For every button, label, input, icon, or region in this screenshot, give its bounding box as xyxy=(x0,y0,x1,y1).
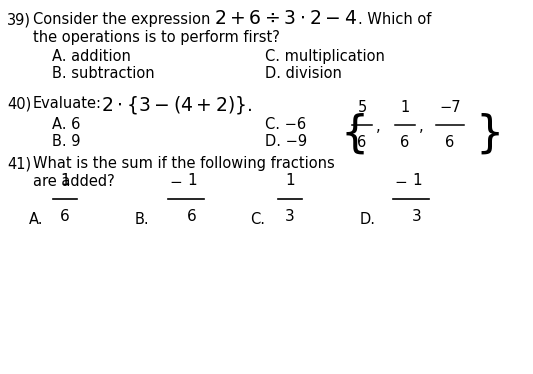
Text: 6: 6 xyxy=(357,135,367,150)
Text: D.: D. xyxy=(360,212,376,227)
Text: 6: 6 xyxy=(400,135,410,150)
Text: Consider the expression: Consider the expression xyxy=(33,12,211,27)
Text: A. addition: A. addition xyxy=(52,49,131,64)
Text: 3: 3 xyxy=(285,209,295,224)
Text: C. multiplication: C. multiplication xyxy=(265,49,385,64)
Text: ,: , xyxy=(419,119,423,134)
Text: 1: 1 xyxy=(60,173,70,188)
Text: B. subtraction: B. subtraction xyxy=(52,66,155,81)
Text: 6: 6 xyxy=(187,209,197,224)
Text: 3: 3 xyxy=(412,209,422,224)
Text: Evaluate:: Evaluate: xyxy=(33,96,102,111)
Text: C.: C. xyxy=(250,212,265,227)
Text: −: − xyxy=(169,175,182,190)
Text: 5: 5 xyxy=(357,100,367,115)
Text: 1: 1 xyxy=(285,173,295,188)
Text: {: { xyxy=(340,113,368,156)
Text: 39): 39) xyxy=(7,12,31,27)
Text: ,: , xyxy=(376,119,381,134)
Text: 40): 40) xyxy=(7,96,31,111)
Text: 6: 6 xyxy=(446,135,455,150)
Text: D. division: D. division xyxy=(265,66,342,81)
Text: B.: B. xyxy=(135,212,150,227)
Text: the operations is to perform first?: the operations is to perform first? xyxy=(33,30,280,45)
Text: C. −6: C. −6 xyxy=(265,117,306,132)
Text: $2+6\div3\cdot2-4$: $2+6\div3\cdot2-4$ xyxy=(214,9,357,28)
Text: A.: A. xyxy=(29,212,44,227)
Text: D. −9: D. −9 xyxy=(265,134,307,149)
Text: 1: 1 xyxy=(412,173,422,188)
Text: are added?: are added? xyxy=(33,174,115,189)
Text: 41): 41) xyxy=(7,156,31,171)
Text: B. 9: B. 9 xyxy=(52,134,80,149)
Text: −: − xyxy=(394,175,407,190)
Text: 1: 1 xyxy=(400,100,410,115)
Text: $2\cdot\{3-(4+2)\}$.: $2\cdot\{3-(4+2)\}$. xyxy=(101,94,253,116)
Text: 6: 6 xyxy=(60,209,70,224)
Text: What is the sum if the following fractions: What is the sum if the following fractio… xyxy=(33,156,335,171)
Text: 1: 1 xyxy=(187,173,197,188)
Text: −7: −7 xyxy=(439,100,461,115)
Text: . Which of: . Which of xyxy=(358,12,431,27)
Text: A. 6: A. 6 xyxy=(52,117,80,132)
Text: }: } xyxy=(475,113,503,156)
